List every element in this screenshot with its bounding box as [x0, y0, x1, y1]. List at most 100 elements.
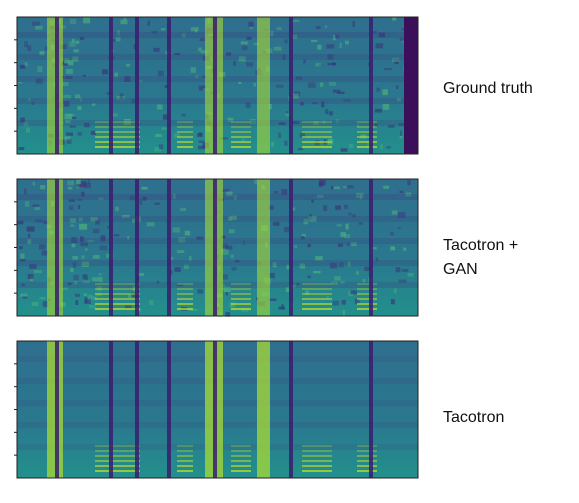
- spectrogram-harmonic: [231, 126, 251, 128]
- spectrogram-noise: [32, 181, 36, 186]
- spectrogram-noise: [268, 104, 272, 110]
- spectrogram-harmonic: [302, 298, 332, 300]
- spectrogram-noise: [407, 273, 414, 277]
- spectrogram-noise: [375, 43, 384, 49]
- spectrogram-noise: [337, 243, 343, 247]
- spectrogram-noise: [142, 196, 147, 201]
- spectrogram-noise: [401, 40, 405, 43]
- spectrogram-noise: [307, 275, 311, 279]
- spectrogram-noise: [284, 39, 288, 44]
- spectrogram-noise: [33, 269, 42, 274]
- spectrogram-noise: [278, 306, 286, 310]
- spectrogram-noise: [346, 242, 350, 246]
- spectrogram-noise: [157, 70, 164, 77]
- spectrogram-harmonic: [95, 136, 140, 138]
- spectrogram-noise: [332, 34, 336, 41]
- spectrogram-noise: [196, 236, 204, 240]
- spectrogram-noise: [339, 42, 342, 48]
- spectrogram-noise: [322, 120, 326, 124]
- spectrogram-noise: [340, 148, 348, 152]
- spectrogram-noise: [126, 63, 130, 67]
- spectrogram-noise: [253, 42, 260, 45]
- spectrogram-noise: [300, 102, 304, 106]
- spectrogram-harmonic: [231, 136, 251, 138]
- spectrogram-noise: [227, 117, 234, 122]
- spectrogram-noise: [173, 193, 176, 200]
- spectrogram-noise: [72, 116, 77, 120]
- spectrogram-noise: [229, 215, 237, 221]
- spectrogram-harmonic: [177, 136, 193, 138]
- spectrogram-harmonic: [177, 293, 193, 295]
- spectrogram-noise: [333, 186, 340, 190]
- spectrogram-harmonic: [231, 308, 251, 310]
- spectrogram-noise: [394, 288, 397, 294]
- spectrogram-harmonic: [95, 141, 140, 143]
- spectrogram-gap: [167, 17, 171, 154]
- spectrogram-noise: [293, 91, 301, 97]
- spectrogram-harmonic: [357, 288, 377, 290]
- spectrogram-noise: [131, 292, 139, 298]
- spectrogram-harmonic: [231, 303, 251, 305]
- spectrogram-harmonic: [231, 455, 251, 457]
- spectrogram-noise: [297, 148, 304, 151]
- spectrogram-pad: [404, 17, 418, 154]
- spectrogram-noise: [87, 179, 90, 185]
- spectrogram-noise: [72, 262, 77, 268]
- spectrogram-noise: [87, 239, 94, 243]
- spectrogram-noise: [123, 118, 131, 125]
- spectrogram-harmonic: [302, 288, 332, 290]
- spectrogram-noise: [133, 44, 136, 50]
- spectrogram-noise: [334, 276, 341, 281]
- spectrogram-noise: [341, 299, 346, 305]
- spectrogram-noise: [69, 125, 76, 128]
- spectrogram-noise: [68, 199, 76, 202]
- spectrogram-noise: [72, 38, 75, 43]
- spectrogram-harmonic: [231, 283, 251, 285]
- spectrogram-noise: [253, 82, 257, 87]
- spectrogram-gap: [109, 341, 113, 478]
- spectrogram-noise: [351, 241, 357, 247]
- spectrogram-harmonic: [95, 288, 140, 290]
- spectrogram-noise: [197, 289, 204, 294]
- spectrogram-noise: [153, 47, 160, 52]
- spectrogram-noise: [62, 287, 68, 290]
- spectrogram-noise: [380, 144, 383, 150]
- spectrogram-noise: [70, 224, 75, 227]
- spectrogram-noise: [392, 17, 397, 21]
- spectrogram-noise: [61, 63, 68, 66]
- spectrogram-harmonic: [302, 303, 332, 305]
- spectrogram-noise: [221, 283, 226, 290]
- spectrogram-noise: [371, 247, 377, 250]
- spectrogram-noise: [300, 235, 305, 240]
- spectrogram-noise: [292, 19, 300, 23]
- spectrogram-noise: [69, 18, 77, 25]
- spectrogram-noise: [112, 39, 116, 42]
- spectrogram-noise: [326, 44, 335, 49]
- spectrogram-noise: [277, 132, 282, 138]
- spectrogram-noise: [283, 226, 290, 233]
- spectrogram-harmonic: [95, 146, 140, 148]
- spectrogram-noise: [62, 75, 65, 78]
- spectrogram-noise: [325, 25, 328, 29]
- spectrogram-harmonic: [302, 470, 332, 472]
- spectrogram-noise: [285, 287, 291, 293]
- spectrogram-noise: [141, 186, 148, 190]
- spectrogram-harmonic: [95, 126, 140, 128]
- spectrogram-noise: [291, 207, 296, 211]
- spectrogram-noise: [27, 45, 32, 52]
- spectrogram-noise: [81, 261, 90, 267]
- spectrogram-gap: [167, 341, 171, 478]
- spectrogram-noise: [246, 62, 254, 67]
- spectrogram-noise: [69, 41, 76, 47]
- spectrogram-noise: [97, 197, 104, 200]
- spectrogram-noise: [92, 228, 100, 234]
- spectrogram-harmonic: [177, 445, 193, 447]
- spectrogram-noise: [21, 283, 25, 287]
- spectrogram-noise: [238, 56, 246, 62]
- spectrogram-noise: [153, 146, 161, 152]
- spectrogram-noise: [116, 95, 125, 100]
- spectrogram-noise: [313, 121, 319, 125]
- spectrogram-noise: [26, 226, 35, 232]
- spectrogram-gap: [213, 341, 217, 478]
- spectrogram-noise: [63, 101, 70, 107]
